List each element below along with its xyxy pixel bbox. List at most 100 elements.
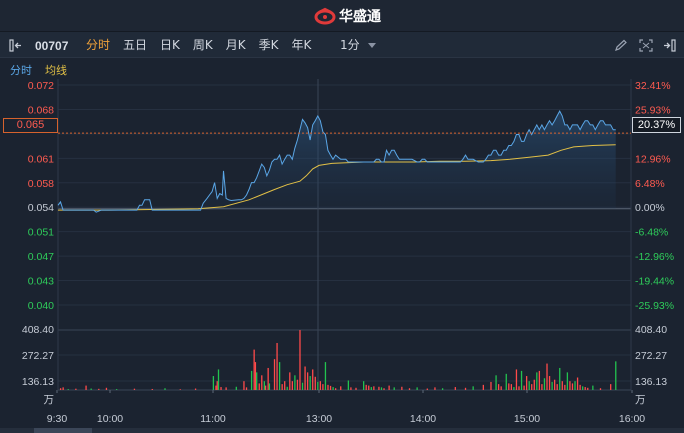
- volume-bar: [497, 384, 500, 390]
- tab-daily-k[interactable]: 日K: [160, 38, 180, 52]
- volume-bar: [216, 381, 218, 390]
- volume-bar: [363, 381, 365, 390]
- chart-legend: 分时 均线: [0, 59, 684, 79]
- percent-axis-label: 0.00%: [635, 202, 665, 214]
- volume-axis-label-right: 136.13: [635, 376, 667, 388]
- scrollbar-thumb[interactable]: [34, 428, 92, 433]
- volume-bar: [314, 376, 316, 390]
- volume-bar: [599, 388, 602, 390]
- tab-quarterly-k[interactable]: 季K: [258, 38, 279, 52]
- percent-axis-label: -19.44%: [635, 276, 674, 288]
- percent-axis-label: -25.93%: [635, 300, 674, 312]
- volume-bar: [533, 379, 535, 390]
- crosshair-price-label: 0.065: [3, 118, 58, 133]
- volume-bar: [296, 379, 299, 390]
- fullscreen-icon[interactable]: [639, 39, 653, 52]
- volume-bar: [289, 372, 291, 390]
- expand-panel-icon[interactable]: [662, 39, 676, 52]
- time-axis-label: 15:00: [514, 413, 540, 425]
- volume-bar: [355, 387, 357, 390]
- chevron-down-icon: [367, 43, 376, 48]
- volume-bar: [548, 376, 551, 390]
- volume-bar: [317, 381, 319, 390]
- price-axis-label: 0.058: [28, 178, 54, 190]
- price-axis-label: 0.043: [28, 276, 54, 288]
- time-axis-label: 16:00: [619, 413, 645, 425]
- volume-bar: [500, 386, 502, 390]
- tab-intraday[interactable]: 分时: [86, 38, 111, 52]
- volume-bar: [281, 384, 283, 390]
- volume-bar: [408, 388, 411, 390]
- volume-bar: [482, 384, 484, 390]
- volume-bar: [528, 381, 530, 390]
- percent-axis-labels: 32.41% 25.93% 12.96% 6.48% 0.00% -6.48% -12.96…: [635, 80, 674, 312]
- volume-bar: [564, 384, 566, 390]
- volume-bar: [347, 380, 350, 390]
- volume-bar: [243, 381, 245, 390]
- volume-bar: [256, 372, 258, 390]
- legend-intraday-line: 分时: [10, 64, 32, 77]
- volume-bar: [523, 385, 525, 390]
- volume-bar: [615, 361, 617, 390]
- volume-bar: [306, 372, 309, 390]
- volume-bar: [309, 376, 311, 390]
- volume-bar: [59, 388, 62, 390]
- percent-axis-label: 12.96%: [635, 153, 671, 165]
- volume-bar: [133, 388, 136, 390]
- volume-bar: [554, 379, 556, 390]
- volume-bar: [350, 387, 352, 390]
- price-axis-label: 0.072: [28, 80, 54, 92]
- volume-bar: [513, 387, 515, 390]
- volume-axis-labels: 408.40 408.40 272.27 272.27 136.13 136.13 万 万: [22, 324, 667, 406]
- tab-monthly-k[interactable]: 月K: [225, 38, 246, 52]
- volume-bar: [561, 381, 563, 390]
- volume-bar: [401, 386, 403, 390]
- volume-bar: [225, 387, 227, 390]
- volume-bar: [67, 389, 69, 390]
- price-area-fill: [58, 111, 616, 213]
- pencil-icon[interactable]: [614, 39, 628, 52]
- brand-logo: 华盛通: [314, 6, 381, 26]
- volume-bar: [579, 384, 581, 390]
- time-axis-labels: 9:30 10:00 11:00 13:00 14:00 15:00 16:00: [47, 390, 645, 425]
- volume-bar: [515, 369, 518, 390]
- interval-select[interactable]: 1分: [340, 32, 376, 59]
- tab-five-day[interactable]: 五日: [123, 38, 148, 52]
- volume-bar: [312, 369, 314, 390]
- collapse-sidebar-icon[interactable]: [9, 39, 23, 52]
- volume-bar: [212, 376, 215, 390]
- interval-value: 1分: [340, 38, 360, 52]
- volume-bar: [250, 370, 253, 390]
- volume-axis-label-left: 136.13: [22, 376, 54, 388]
- volume-bar: [574, 381, 576, 390]
- price-axis-label: 0.061: [28, 153, 54, 165]
- volume-bar: [217, 369, 220, 390]
- volume-bar: [434, 387, 436, 390]
- volume-bar: [566, 372, 569, 390]
- volume-bar: [587, 387, 589, 390]
- volume-bar: [490, 381, 492, 390]
- time-axis-label: 10:00: [97, 413, 123, 425]
- brand-name: 华盛通: [339, 9, 381, 25]
- volume-bar: [576, 377, 579, 390]
- volume-axis-label-left: 272.27: [22, 350, 54, 362]
- volume-bar: [370, 387, 372, 390]
- price-axis-label: 0.054: [28, 202, 54, 214]
- tab-weekly-k[interactable]: 周K: [192, 38, 213, 52]
- volume-axis-label-left: 万: [44, 394, 55, 406]
- volume-bar: [373, 386, 375, 390]
- time-axis-label: 14:00: [410, 413, 436, 425]
- tab-yearly-k[interactable]: 年K: [291, 38, 312, 52]
- volume-bar: [254, 362, 257, 390]
- volume-axis-label-right: 408.40: [635, 324, 667, 336]
- intraday-chart[interactable]: 0.072 0.068 0.061 0.058 0.054 0.051 0.047 0.043…: [0, 79, 684, 433]
- percent-axis-label: 32.41%: [635, 80, 671, 92]
- volume-bar: [85, 385, 87, 390]
- volume-bar: [332, 387, 334, 390]
- volume-bar: [286, 386, 288, 390]
- time-axis-label: 11:00: [200, 413, 226, 425]
- horizontal-scrollbar[interactable]: [0, 428, 684, 433]
- volume-bar: [90, 388, 92, 390]
- volume-bar: [253, 349, 255, 390]
- volume-bar: [416, 387, 418, 390]
